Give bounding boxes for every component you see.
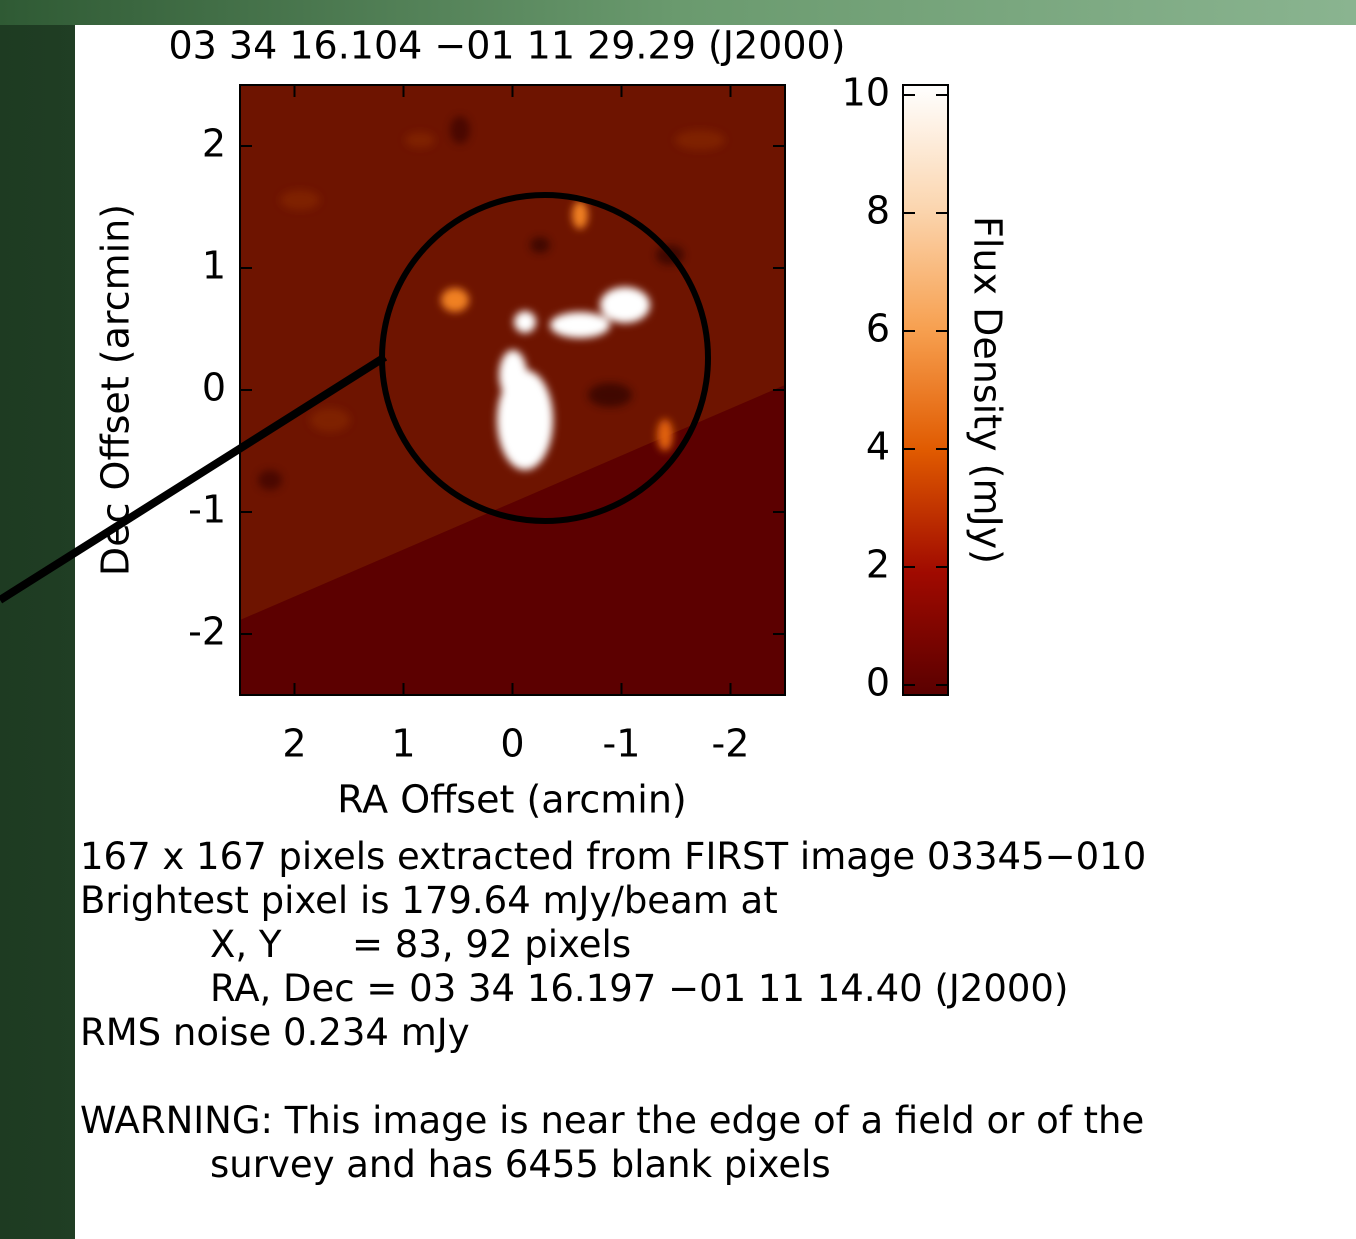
pointer-line — [0, 353, 388, 604]
caption-line: Brightest pixel is 179.64 mJy/beam at — [80, 879, 778, 922]
y-axis-label: Dec Offset (arcmin) — [94, 204, 138, 576]
colorbar-tick-label: 10 — [842, 71, 890, 115]
colorbar — [902, 84, 949, 696]
x-tick-label: 0 — [500, 722, 524, 766]
chart-title: 03 34 16.104 −01 11 29.29 (J2000) — [168, 24, 845, 68]
x-tick-label: -1 — [603, 722, 641, 766]
caption-line: RA, Dec = 03 34 16.197 −01 11 14.40 (J20… — [210, 967, 1069, 1010]
y-tick-label: -1 — [188, 488, 226, 532]
background-band — [0, 0, 1356, 25]
y-tick-label: 1 — [202, 244, 226, 288]
caption-line: RMS noise 0.234 mJy — [80, 1011, 470, 1054]
x-tick-label: -2 — [712, 722, 750, 766]
colorbar-tick-label: 6 — [866, 307, 890, 351]
caption-line: WARNING: This image is near the edge of … — [80, 1099, 1145, 1142]
y-tick-label: 0 — [202, 366, 226, 410]
colorbar-tick-label: 8 — [866, 189, 890, 233]
x-tick-label: 1 — [391, 722, 415, 766]
colorbar-label: Flux Density (mJy) — [966, 216, 1010, 564]
caption-line: 167 x 167 pixels extracted from FIRST im… — [80, 835, 1147, 878]
colorbar-tick-label: 0 — [866, 661, 890, 705]
caption-line: survey and has 6455 blank pixels — [210, 1143, 831, 1186]
colorbar-tick-label: 4 — [866, 425, 890, 469]
colorbar-tick-label: 2 — [866, 543, 890, 587]
y-tick-label: 2 — [202, 122, 226, 166]
caption: 167 x 167 pixels extracted from FIRST im… — [80, 835, 1356, 1187]
caption-line: X, Y = 83, 92 pixels — [210, 923, 632, 966]
x-tick-label: 2 — [282, 722, 306, 766]
x-axis-label: RA Offset (arcmin) — [337, 778, 686, 822]
y-tick-label: -2 — [188, 610, 226, 654]
